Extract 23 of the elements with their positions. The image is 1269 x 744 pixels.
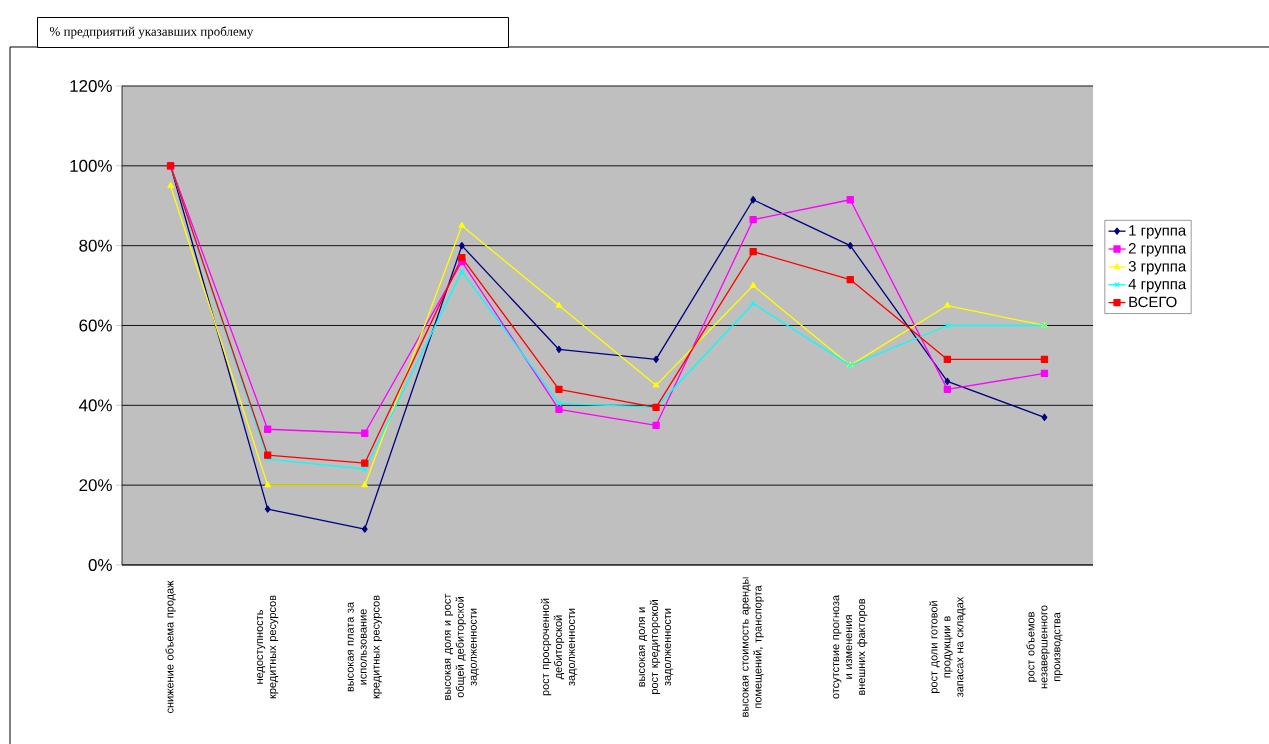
x-tick-label: высокая стоимость аренды помещений, транспорта (742, 577, 764, 717)
y-tick-label: 60% (79, 319, 112, 332)
x-tick-label: снижение объема продаж (165, 580, 176, 713)
x-tick-label: высокая плата за использование кредитных ресурсов (347, 595, 382, 699)
x-tick-label: рост объемов незавершенного производства (1026, 605, 1063, 689)
legend-label: 1 группа (1129, 225, 1187, 239)
chart-title: % предприятий указавших проблему (49, 26, 254, 39)
y-tick-label: 120% (70, 79, 112, 92)
y-tick-label: 20% (79, 479, 112, 492)
x-tick-label: недоступность кредитных ресурсов (257, 595, 279, 699)
x-tick-label: рост доли готовой продукции в запасах на складах (929, 596, 966, 697)
y-tick-label: 100% (70, 159, 112, 172)
x-tick-label: высокая доля и рост кредиторской задолженности (639, 600, 674, 694)
x-tick-label: отсутствие прогноза и изменения внешних факторов (833, 594, 868, 699)
legend-label: 2 группа (1128, 243, 1187, 257)
y-tick-label: 80% (79, 239, 112, 252)
y-tick-label: 40% (78, 399, 112, 412)
x-tick-label: рост просроченной дебиторской задолженности (540, 598, 578, 696)
legend-label: 3 группа (1128, 260, 1187, 275)
legend-label: ВСЕГО (1129, 296, 1177, 308)
legend-label: 4 группа (1128, 278, 1187, 293)
y-tick-label: 0% (88, 558, 112, 571)
x-tick-label: высокая доля и рост общей дебиторской задолженности (444, 593, 479, 700)
